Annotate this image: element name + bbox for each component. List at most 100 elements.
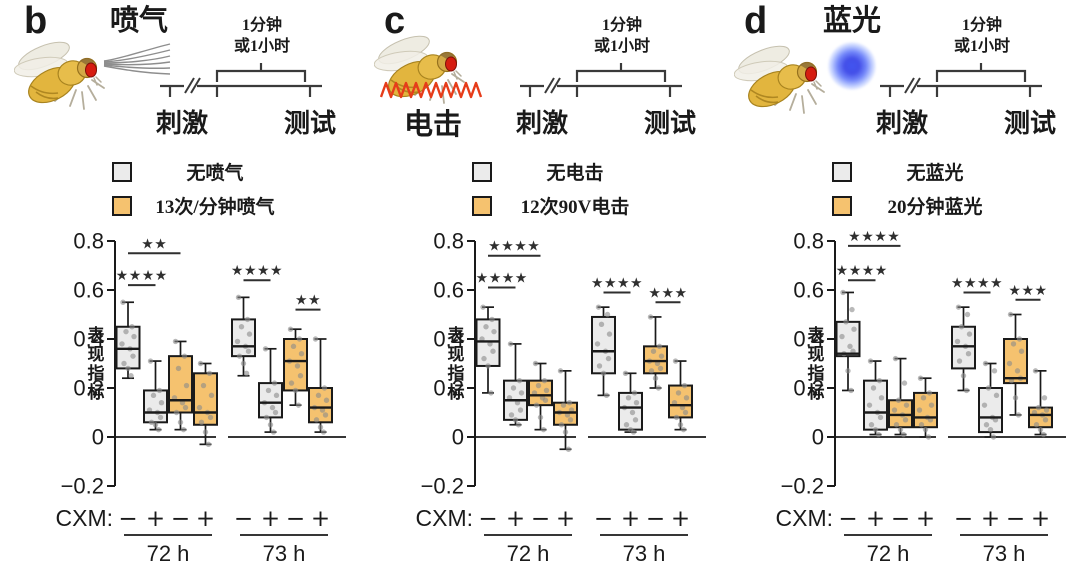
significance-stars: ★★★★ xyxy=(488,239,540,255)
data-point xyxy=(292,387,299,394)
timeline-end-label: 测试 xyxy=(1003,109,1056,138)
data-point xyxy=(130,353,136,359)
data-point xyxy=(206,370,213,376)
y-axis-title-char: 表 xyxy=(448,325,466,345)
data-point xyxy=(148,419,155,425)
data-point xyxy=(321,385,328,391)
legend-swatch-control xyxy=(112,161,132,182)
group-label: 73 h xyxy=(983,541,1026,566)
blue-light-icon xyxy=(828,42,876,90)
data-point xyxy=(982,360,989,367)
data-point xyxy=(566,400,573,406)
data-point xyxy=(656,343,663,350)
y-axis-title-char: 标 xyxy=(808,382,825,402)
data-point xyxy=(956,358,963,364)
legend-label-control: 无喷气 xyxy=(186,163,244,184)
shock-grid-icon xyxy=(379,80,486,100)
data-point xyxy=(895,397,902,403)
y-axis-title-char: 指 xyxy=(88,363,105,383)
data-point xyxy=(489,316,495,323)
data-point xyxy=(596,363,603,369)
data-point xyxy=(955,304,962,310)
data-point xyxy=(480,304,486,310)
data-point xyxy=(954,338,961,345)
y-tick-label: 0.2 xyxy=(73,376,104,401)
data-point xyxy=(966,331,973,337)
data-point xyxy=(245,348,252,354)
y-axis-title-char: 现 xyxy=(808,345,825,364)
y-axis-title-char: 标 xyxy=(88,382,105,402)
significance-stars: ★★★★ xyxy=(848,229,900,245)
data-point xyxy=(1035,404,1042,411)
timeline-start-label: 刺激 xyxy=(515,109,568,138)
data-point xyxy=(655,385,662,391)
data-point xyxy=(963,387,970,394)
data-point xyxy=(150,392,157,399)
panel-b: b 喷气 xyxy=(0,0,360,576)
legend-label-control: 无蓝光 xyxy=(906,163,964,184)
data-point xyxy=(595,304,602,310)
data-point xyxy=(180,426,187,433)
data-point xyxy=(533,402,540,408)
data-point xyxy=(925,434,932,440)
data-point xyxy=(560,402,567,408)
significance-stars: ★★★★ xyxy=(591,275,643,291)
data-point xyxy=(983,422,990,428)
group-label: 72 h xyxy=(147,541,190,566)
data-point xyxy=(483,324,489,330)
data-point xyxy=(312,336,319,342)
data-point xyxy=(272,409,279,416)
data-point xyxy=(623,422,630,428)
significance-stars: ★★★★ xyxy=(231,263,283,279)
cxm-symbol: − xyxy=(286,506,305,532)
data-point xyxy=(567,417,574,423)
data-point xyxy=(507,341,514,347)
cxm-symbol: − xyxy=(171,506,190,532)
data-point xyxy=(902,417,909,423)
data-point xyxy=(323,397,330,403)
y-axis-title-char: 指 xyxy=(808,363,825,383)
data-point xyxy=(156,387,163,394)
y-tick-label: 0 xyxy=(452,425,464,450)
panel-letter: b xyxy=(24,0,48,42)
data-point xyxy=(893,422,900,428)
significance-stars: ★★★★ xyxy=(951,275,1003,291)
data-point xyxy=(631,390,638,396)
data-point xyxy=(119,341,125,347)
box-rect xyxy=(193,372,218,426)
y-tick-label: 0.4 xyxy=(433,327,464,352)
data-point xyxy=(535,382,542,389)
data-point xyxy=(1018,348,1025,354)
data-point xyxy=(891,407,898,413)
y-axis-title-char: 现 xyxy=(448,345,465,364)
duration-line2: 或1小时 xyxy=(233,38,290,55)
cxm-symbol: + xyxy=(196,506,215,532)
group-label: 72 h xyxy=(867,541,910,566)
duration-line1: 1分钟 xyxy=(241,17,282,34)
cxm-symbol: − xyxy=(531,506,550,532)
data-point xyxy=(197,360,204,367)
cxm-symbol: + xyxy=(261,506,280,532)
data-point xyxy=(928,402,935,408)
legend-label-treated: 13次/分钟喷气 xyxy=(155,197,275,218)
duration-line2: 或1小时 xyxy=(593,38,650,55)
data-point xyxy=(598,321,605,327)
data-point xyxy=(673,414,680,421)
data-point xyxy=(625,395,632,401)
panel-letter: c xyxy=(384,0,406,42)
data-point xyxy=(658,353,665,359)
data-point xyxy=(1041,395,1048,401)
data-point xyxy=(650,348,657,354)
data-point xyxy=(540,426,547,433)
data-point xyxy=(868,422,875,428)
cxm-symbol: − xyxy=(1006,506,1025,532)
timeline-start-label: 刺激 xyxy=(875,109,928,138)
data-point xyxy=(235,294,242,301)
box-rect xyxy=(231,318,256,358)
duration-line1: 1分钟 xyxy=(961,17,1002,34)
box-rect xyxy=(835,320,861,358)
y-axis-title-char: 现 xyxy=(88,345,105,364)
box-rect xyxy=(258,382,283,419)
data-point xyxy=(298,351,305,357)
